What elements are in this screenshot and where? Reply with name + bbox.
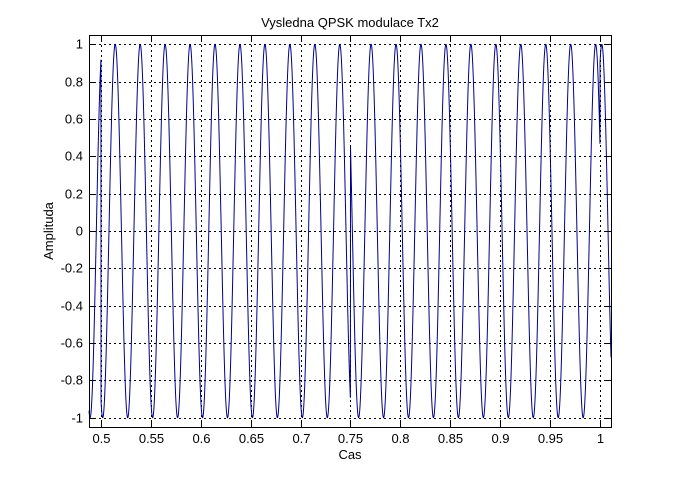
y-tick-label: 0.6 (65, 112, 83, 127)
x-axis-label: Cas (338, 447, 362, 462)
x-tick-label: 0.5 (92, 431, 110, 446)
y-tick-label: -0.4 (61, 299, 83, 314)
ticks: 0.5 0.55 0.6 0.65 0.7 0.75 0.8 0.85 0.9 0.95 1 -1 -0… (61, 35, 611, 446)
y-tick-label: -0.2 (61, 261, 83, 276)
series-layer (88, 43, 612, 419)
y-tick-label: -0.6 (61, 336, 83, 351)
y-tick-label: -0.8 (61, 373, 83, 388)
x-tick-label: 0.95 (538, 431, 563, 446)
y-tick-label: 0.2 (65, 187, 83, 202)
y-tick-label: 0 (76, 224, 83, 239)
x-tick-label: 0.85 (438, 431, 463, 446)
x-tick-label: 0.9 (491, 431, 509, 446)
y-tick-label: -1 (71, 411, 83, 426)
y-tick-label: 0.4 (65, 149, 83, 164)
x-tick-label: 0.75 (338, 431, 363, 446)
y-tick-label: 1 (76, 37, 83, 52)
x-tick-label: 0.55 (139, 431, 164, 446)
y-axis-label: Amplituda (41, 201, 56, 260)
chart-title: Vysledna QPSK modulace Tx2 (261, 15, 439, 30)
y-tick-label: 0.8 (65, 75, 83, 90)
signal-line (88, 43, 612, 419)
x-tick-label: 0.6 (192, 431, 210, 446)
x-tick-label: 0.8 (391, 431, 409, 446)
x-tick-label: 1 (597, 431, 604, 446)
x-tick-label: 0.65 (239, 431, 264, 446)
x-tick-label: 0.7 (292, 431, 310, 446)
